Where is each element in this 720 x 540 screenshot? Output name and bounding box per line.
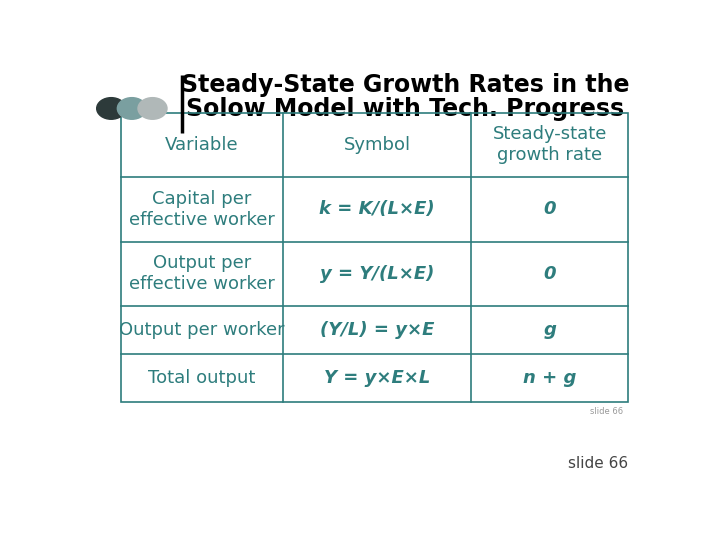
Text: Output per
effective worker: Output per effective worker <box>129 254 275 293</box>
Text: Steady-state
growth rate: Steady-state growth rate <box>492 125 607 164</box>
Circle shape <box>138 98 167 119</box>
Text: Variable: Variable <box>165 136 239 154</box>
Text: 0: 0 <box>544 265 556 283</box>
Text: y = Y/(L×E): y = Y/(L×E) <box>320 265 434 283</box>
Text: 0: 0 <box>544 200 556 218</box>
Text: Total output: Total output <box>148 369 256 387</box>
Text: (Y/L) = y×E: (Y/L) = y×E <box>320 321 434 339</box>
Text: Symbol: Symbol <box>343 136 410 154</box>
Text: n + g: n + g <box>523 369 577 387</box>
Text: Capital per
effective worker: Capital per effective worker <box>129 190 275 229</box>
Text: Output per worker: Output per worker <box>119 321 284 339</box>
Bar <box>121 113 629 402</box>
Text: Steady-State Growth Rates in the: Steady-State Growth Rates in the <box>181 73 629 97</box>
Text: k = K/(L×E): k = K/(L×E) <box>319 200 435 218</box>
Text: Y = y×E×L: Y = y×E×L <box>324 369 431 387</box>
Text: Solow Model with Tech. Progress: Solow Model with Tech. Progress <box>186 97 624 122</box>
Circle shape <box>96 98 126 119</box>
Text: g: g <box>544 321 557 339</box>
Text: slide 66: slide 66 <box>590 407 623 416</box>
Circle shape <box>117 98 146 119</box>
Text: slide 66: slide 66 <box>568 456 629 471</box>
